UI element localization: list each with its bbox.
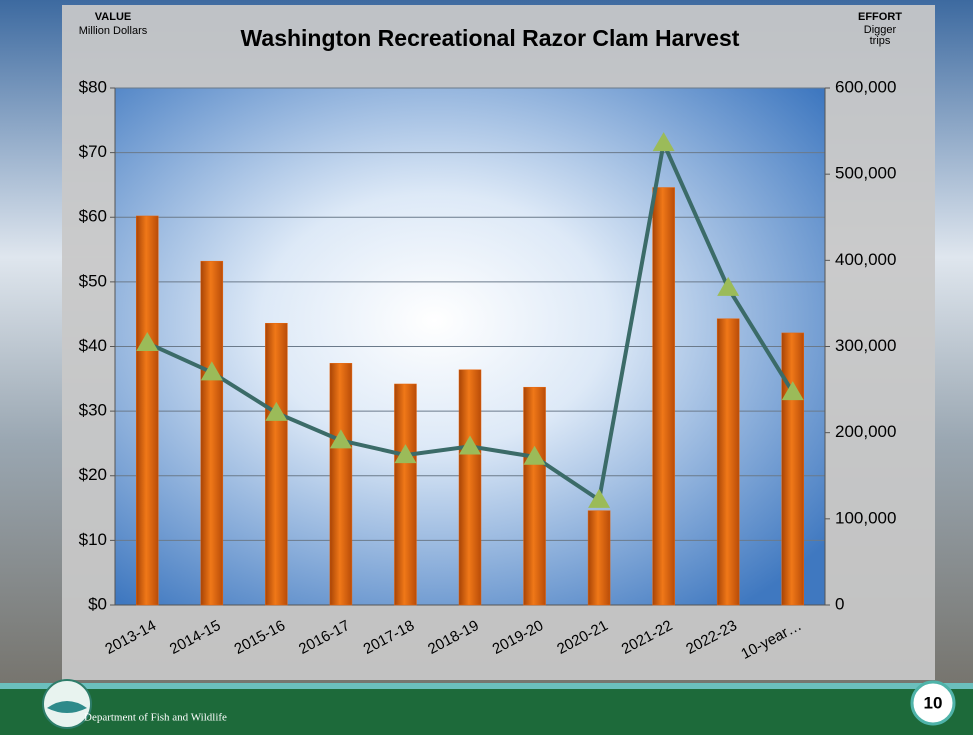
- y-tick-label: $40: [79, 336, 107, 355]
- chart: $0 $10 $20 $30 $40 $50 $60 $70 $80 0 100,000 200,00…: [79, 77, 897, 662]
- y2-tick-label: 0: [835, 594, 844, 613]
- bar: [200, 260, 224, 606]
- bar: [265, 322, 288, 606]
- line-marker: [265, 401, 288, 421]
- bar: [136, 215, 159, 606]
- y2-axis-unit: trips: [870, 35, 891, 47]
- y-tick-label: $80: [79, 77, 107, 96]
- y2-tick-label: 200,000: [835, 422, 896, 441]
- y2-tick-label: 100,000: [835, 508, 896, 527]
- bar: [587, 510, 611, 606]
- line-marker: [781, 381, 804, 401]
- y-tick-label: $0: [88, 594, 107, 613]
- line-marker: [523, 445, 546, 465]
- page-number: 10: [924, 693, 943, 712]
- y2-axis-unit: Digger: [864, 24, 897, 36]
- y-tick-label: $60: [79, 207, 107, 226]
- line-marker: [394, 444, 417, 464]
- chart-title: Washington Recreational Razor Clam Harve…: [241, 25, 740, 51]
- bar: [394, 383, 417, 606]
- line-marker: [717, 276, 740, 296]
- y-tick-label: $30: [79, 401, 107, 420]
- bar: [329, 363, 353, 606]
- y2-tick-label: 300,000: [835, 336, 896, 355]
- bar: [716, 318, 740, 606]
- y-axis-unit: Million Dollars: [79, 25, 148, 37]
- footer-rule: [0, 683, 973, 689]
- bar: [458, 369, 482, 606]
- bar: [781, 332, 804, 606]
- line-marker: [652, 132, 675, 152]
- page-badge: [910, 680, 956, 726]
- line-marker: [588, 488, 611, 508]
- logo-wave: [47, 701, 87, 713]
- footer-organization: Department of Fish and Wildlife: [84, 712, 227, 724]
- footer-band: [0, 689, 973, 735]
- bar: [523, 386, 546, 606]
- bar: [652, 187, 675, 606]
- y2-tick-label: 600,000: [835, 77, 896, 96]
- line-marker: [200, 361, 223, 381]
- y2-tick-label: 500,000: [835, 164, 896, 183]
- y-tick-label: $50: [79, 271, 107, 290]
- line-marker: [329, 429, 352, 449]
- y-tick-label: $10: [79, 530, 107, 549]
- line-marker: [136, 332, 159, 352]
- y-tick-label: $20: [79, 465, 107, 484]
- y2-tick-label: 400,000: [835, 250, 896, 269]
- y-tick-label: $70: [79, 142, 107, 161]
- line-marker: [459, 435, 481, 455]
- y-axis-label: VALUE: [95, 11, 131, 23]
- y2-axis-label: EFFORT: [858, 11, 902, 23]
